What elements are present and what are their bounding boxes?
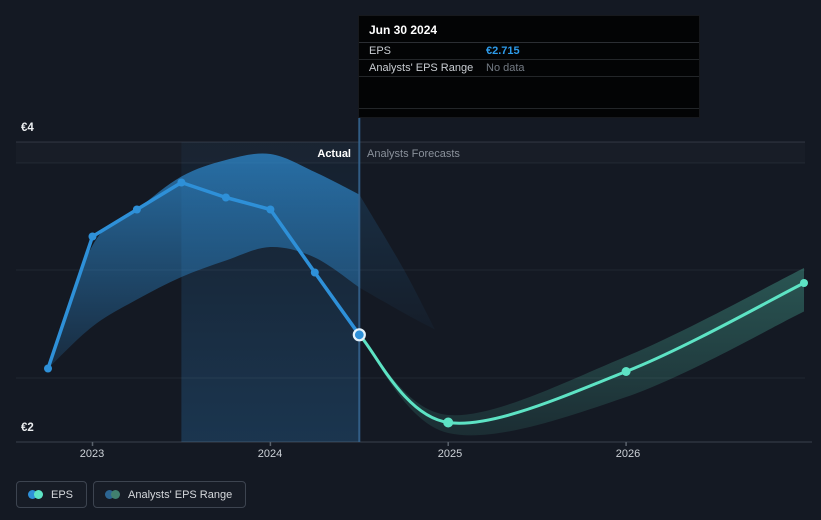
legend-eps-label: EPS [51, 488, 74, 501]
analyst-range-actual-faded [359, 194, 435, 330]
tooltip-range-label: Analysts' EPS Range [369, 62, 474, 74]
chart-tooltip: Jun 30 2024 EPS €2.715 Analysts' EPS Ran… [358, 15, 700, 118]
eps-data-point[interactable] [88, 232, 97, 241]
eps-teal-dot-icon [34, 490, 43, 499]
y-axis-bottom-label: €2 [21, 422, 34, 434]
forecast-data-point[interactable] [443, 417, 454, 428]
range-teal-dot-icon [111, 490, 121, 499]
eps-data-point[interactable] [310, 268, 319, 277]
legend-chip-eps[interactable]: EPS [16, 481, 88, 508]
tooltip-range-value: No data [486, 62, 525, 74]
eps-chart-canvas[interactable] [0, 0, 821, 470]
chart-legend: EPS Analysts' EPS Range [16, 481, 247, 508]
legend-chip-analysts-range[interactable]: Analysts' EPS Range [93, 481, 247, 508]
range-blue-dot-icon [105, 490, 115, 499]
forecast-data-point[interactable] [621, 367, 631, 376]
forecast-data-point[interactable] [800, 279, 808, 287]
tooltip-spacer [359, 77, 699, 109]
tooltip-eps-value: €2.715 [486, 45, 520, 57]
tooltip-eps-row: EPS €2.715 [359, 43, 699, 60]
analyst-range-actual-band [48, 153, 360, 369]
section-label-forecast: Analysts Forecasts [367, 148, 460, 160]
x-tick-2024: 2024 [257, 448, 283, 460]
eps-data-point[interactable] [132, 205, 141, 214]
eps-actual-line [46, 180, 362, 371]
eps-data-point[interactable] [44, 364, 52, 373]
x-tick-2023: 2023 [79, 448, 105, 460]
eps-data-point[interactable] [177, 178, 186, 187]
x-tick-2025: 2025 [437, 448, 463, 460]
legend-range-label: Analysts' EPS Range [128, 488, 233, 501]
tooltip-range-row: Analysts' EPS Range No data [359, 60, 699, 77]
y-axis-top-label: €4 [21, 122, 34, 134]
tooltip-date-title: Jun 30 2024 [359, 16, 699, 43]
hovered-data-point[interactable] [352, 328, 366, 342]
eps-forecast-line [357, 281, 806, 425]
analyst-range-forecast-band [359, 268, 804, 436]
x-tick-2026: 2026 [615, 448, 641, 460]
eps-blue-dot-icon [28, 490, 37, 499]
eps-data-point[interactable] [221, 193, 230, 202]
section-label-actual: Actual [317, 148, 351, 160]
eps-data-point[interactable] [266, 205, 275, 214]
tooltip-eps-label: EPS [369, 45, 392, 57]
